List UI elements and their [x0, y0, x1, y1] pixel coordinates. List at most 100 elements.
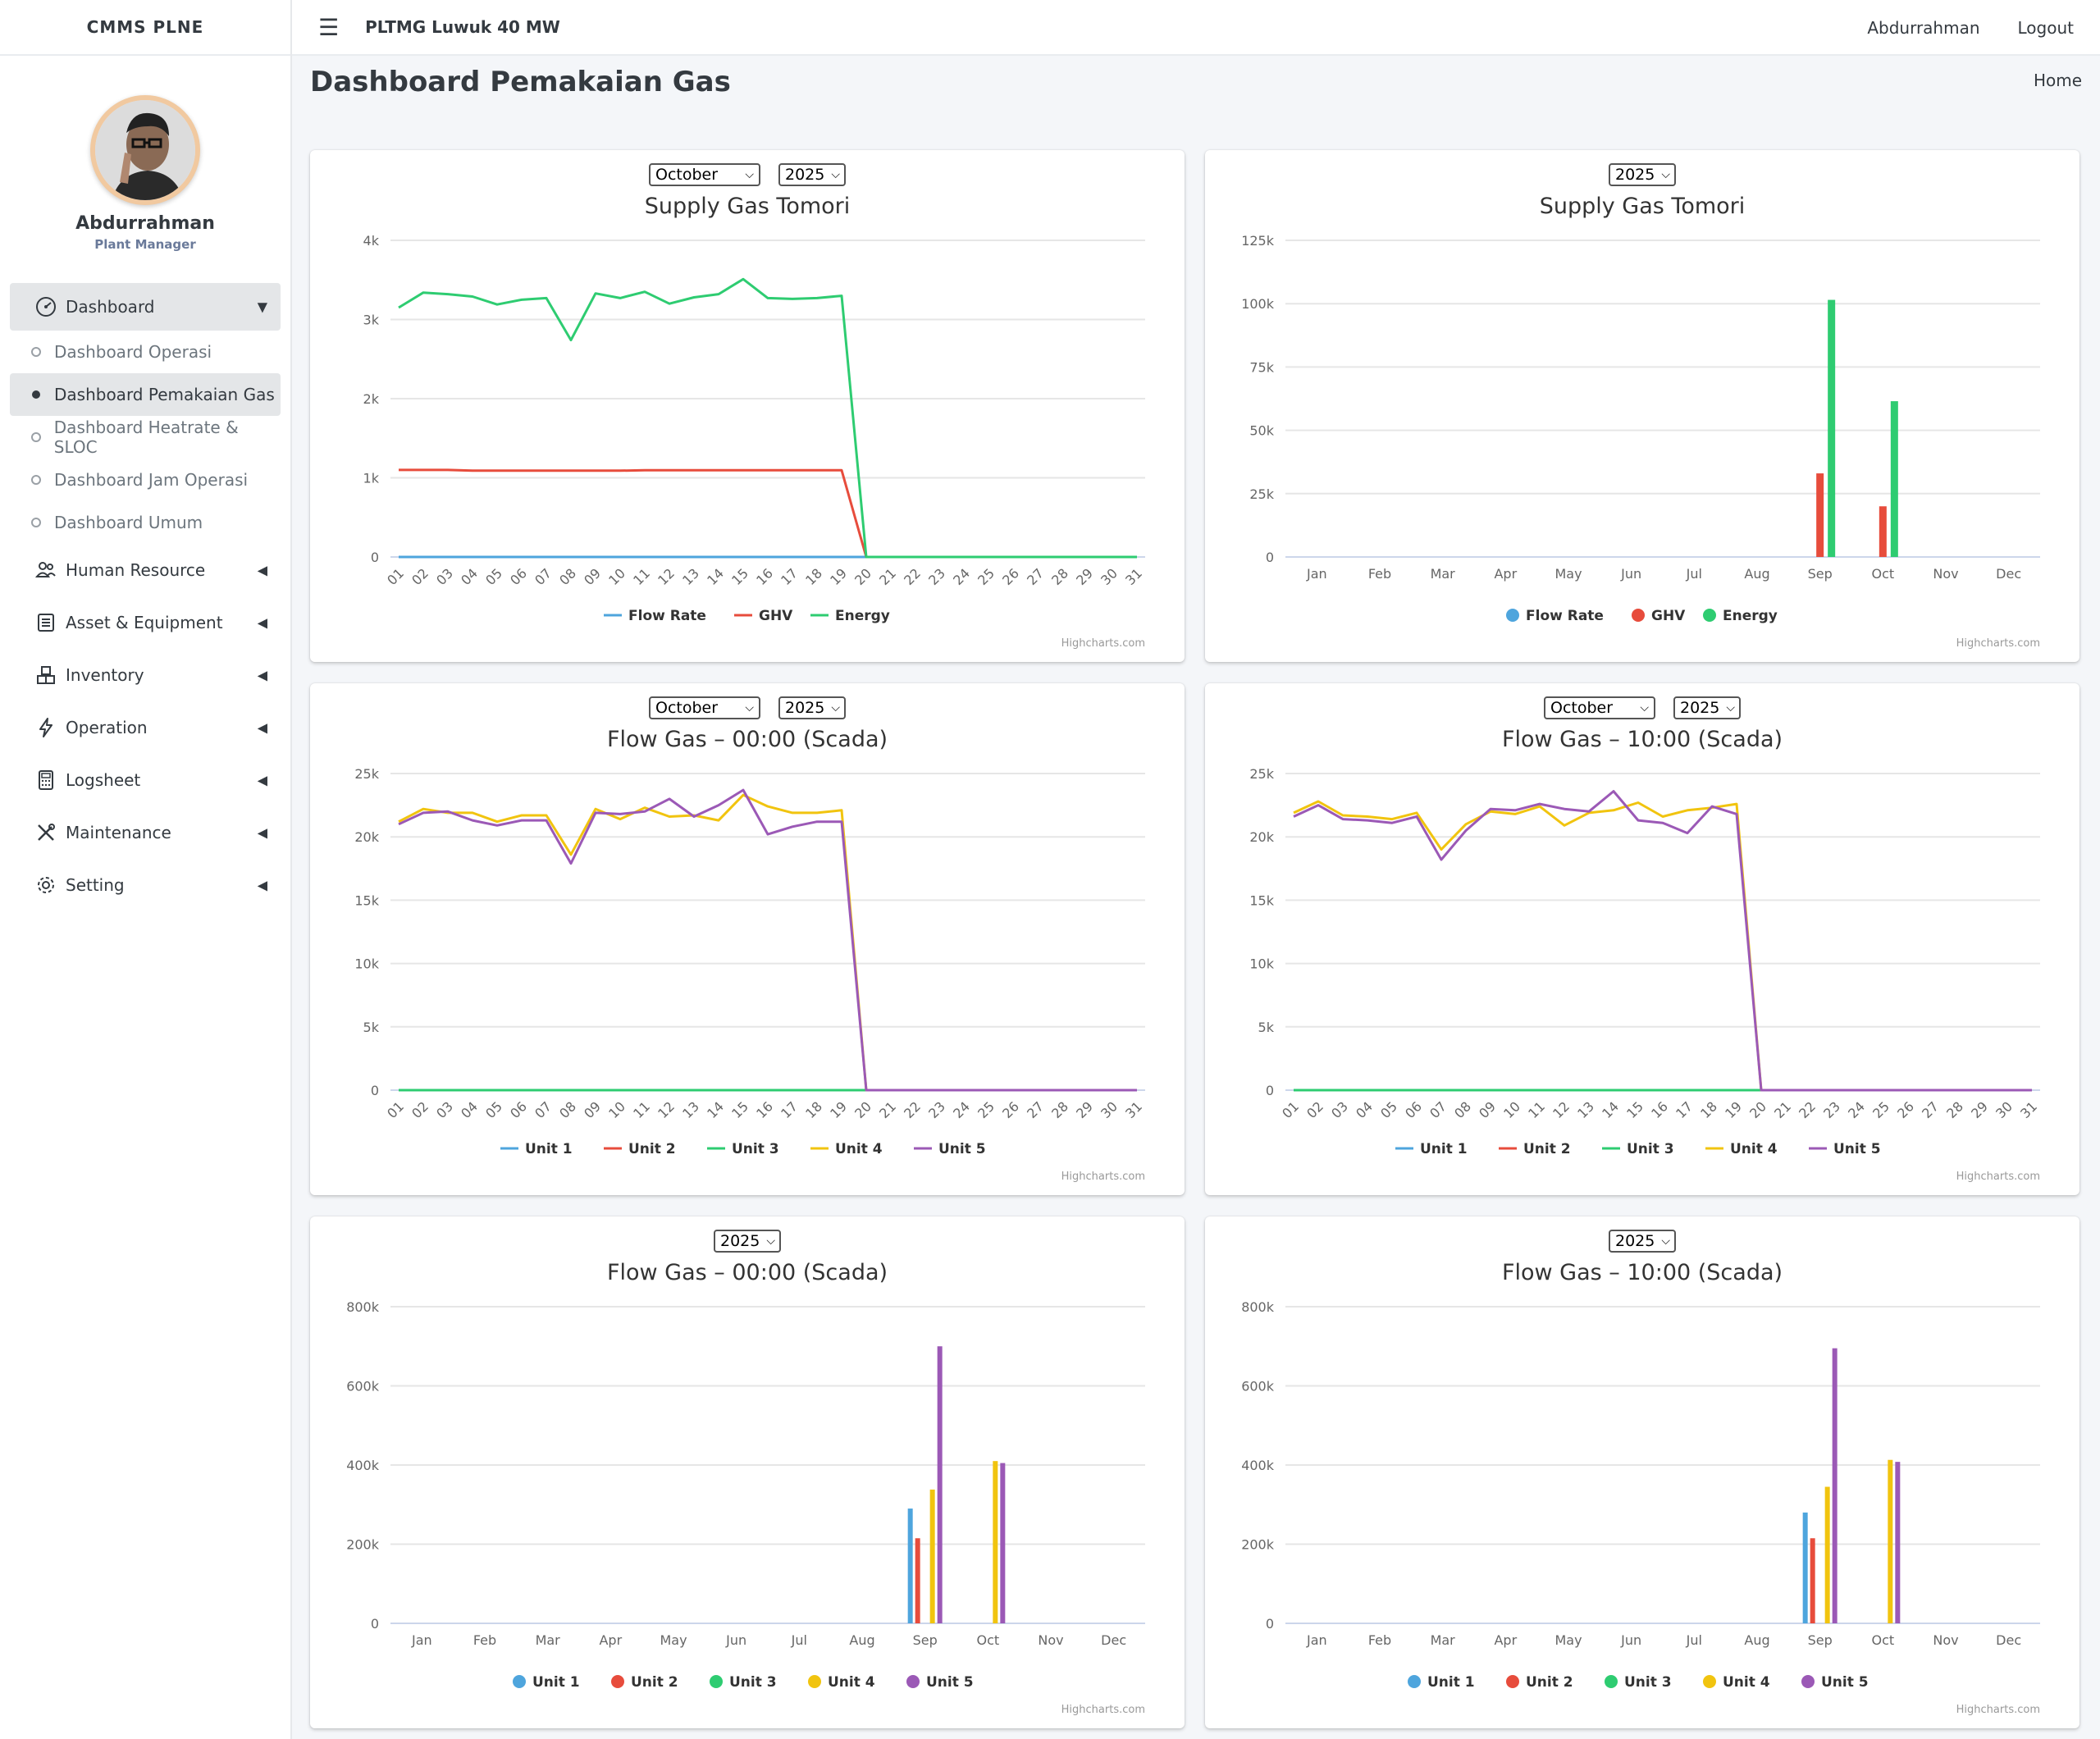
year-select[interactable]: 2025 ⌵ — [778, 163, 846, 186]
tools-icon — [34, 821, 57, 844]
legend-marker — [1506, 609, 1519, 622]
x-tick-label: 18 — [1697, 1098, 1720, 1121]
x-tick-label: Jan — [1306, 1632, 1327, 1648]
legend-label: Unit 1 — [532, 1674, 580, 1691]
x-tick-label: Sep — [913, 1632, 938, 1648]
y-tick-label: 20k — [1249, 829, 1274, 845]
x-tick-label: Mar — [1431, 1632, 1456, 1648]
year-select[interactable]: 2025 ⌵ — [714, 1230, 781, 1253]
x-tick-label: 09 — [1476, 1098, 1499, 1121]
chevron-left-icon: ◀ — [257, 614, 267, 631]
sidebar-subitem-dashboard-heatrate-sloc[interactable]: Dashboard Heatrate & SLOC — [10, 416, 281, 459]
sidebar-item-operation[interactable]: Operation ◀ — [10, 701, 281, 754]
year-select[interactable]: 2025 ⌵ — [1609, 163, 1676, 186]
sidebar-item-asset-equipment[interactable]: Asset & Equipment ◀ — [10, 596, 281, 649]
month-select[interactable]: October ⌵ — [649, 696, 760, 719]
legend-marker — [1632, 609, 1645, 622]
x-tick-label: Aug — [1744, 566, 1769, 582]
bar — [1888, 1459, 1893, 1623]
legend-marker — [1801, 1675, 1815, 1688]
sidebar-subitem-dashboard-operasi[interactable]: Dashboard Operasi — [10, 331, 281, 373]
breadcrumb-home[interactable]: Home — [2033, 71, 2082, 90]
chart-title: Flow Gas – 00:00 (Scada) — [607, 1260, 888, 1285]
user-menu-link[interactable]: Abdurrahman — [1867, 18, 1980, 38]
x-tick-label: 12 — [655, 565, 678, 588]
flow-gas-1000-line-chart: Flow Gas – 10:00 (Scada) 0 5k 10k 15k 20k 25k 0… — [1249, 727, 2040, 1183]
legend-label: GHV — [759, 608, 793, 624]
list-icon — [34, 611, 57, 634]
series-line — [398, 788, 1137, 1092]
y-tick-label: 400k — [1241, 1458, 1275, 1473]
x-tick-label: 30 — [1098, 565, 1121, 588]
legend-label: Unit 5 — [926, 1674, 974, 1691]
chevron-left-icon: ◀ — [257, 562, 267, 578]
sidebar-item-maintenance[interactable]: Maintenance ◀ — [10, 806, 281, 859]
y-tick-label: 125k — [1241, 233, 1275, 249]
logout-link[interactable]: Logout — [2017, 18, 2074, 38]
x-tick-label: 14 — [704, 1098, 727, 1121]
sidebar-item-dashboard[interactable]: Dashboard ▼ — [10, 283, 281, 331]
sidebar-item-human-resource[interactable]: Human Resource ◀ — [10, 544, 281, 596]
x-tick-label: Sep — [1808, 1632, 1833, 1648]
avatar[interactable] — [90, 95, 200, 205]
x-tick-label: Feb — [1368, 566, 1391, 582]
x-tick-label: 01 — [384, 565, 407, 588]
x-tick-label: May — [660, 1632, 687, 1648]
chart-title: Supply Gas Tomori — [1540, 194, 1746, 219]
sidebar-item-inventory[interactable]: Inventory ◀ — [10, 649, 281, 701]
year-select[interactable]: 2025 ⌵ — [778, 696, 846, 719]
chevron-down-icon: ⌵ — [766, 1235, 775, 1248]
x-tick-label: Apr — [1494, 1632, 1517, 1648]
x-tick-label: Jan — [411, 1632, 432, 1648]
x-tick-label: Jun — [1620, 566, 1641, 582]
x-tick-label: 28 — [1048, 1098, 1071, 1121]
month-select[interactable]: October ⌵ — [1544, 696, 1655, 719]
x-tick-label: 26 — [999, 1098, 1022, 1121]
x-tick-label: 21 — [876, 1098, 899, 1121]
year-select-value: 2025 — [785, 166, 825, 184]
x-tick-label: Oct — [1871, 566, 1894, 582]
profile-role: Plant Manager — [94, 237, 196, 252]
sidebar-item-label: Asset & Equipment — [66, 613, 223, 632]
sidebar-item-setting[interactable]: Setting ◀ — [10, 859, 281, 911]
x-tick-label: May — [1554, 1632, 1582, 1648]
legend-marker — [1703, 1675, 1716, 1688]
legend-marker — [1506, 1675, 1519, 1688]
x-tick-label: May — [1554, 566, 1582, 582]
sidebar-subitem-dashboard-umum[interactable]: Dashboard Umum — [10, 501, 281, 544]
sidebar-subitem-label: Dashboard Umum — [54, 513, 203, 532]
chevron-down-icon: ⌵ — [1640, 701, 1649, 714]
y-tick-label: 10k — [354, 956, 379, 972]
y-tick-label: 800k — [1241, 1299, 1275, 1315]
sidebar-subitem-label: Dashboard Pemakaian Gas — [54, 385, 275, 404]
flow-gas-1000-bar-chart: Flow Gas – 10:00 (Scada) 0 200k 400k 600k 800… — [1241, 1260, 2040, 1716]
sidebar-subitem-dashboard-pemakaian-gas[interactable]: Dashboard Pemakaian Gas — [10, 373, 281, 416]
bar — [1895, 1462, 1901, 1623]
sidebar-subitem-dashboard-jam-operasi[interactable]: Dashboard Jam Operasi — [10, 459, 281, 501]
x-tick-label: Dec — [1101, 1632, 1126, 1648]
legend-marker — [1408, 1675, 1421, 1688]
x-tick-label: 16 — [753, 565, 776, 588]
month-select[interactable]: October ⌵ — [649, 163, 760, 186]
year-select[interactable]: 2025 ⌵ — [1673, 696, 1741, 719]
bar — [1890, 401, 1898, 557]
x-tick-label: 25 — [975, 1098, 998, 1121]
legend-marker — [513, 1675, 526, 1688]
chart-title: Flow Gas – 00:00 (Scada) — [607, 727, 888, 752]
year-select[interactable]: 2025 ⌵ — [1609, 1230, 1676, 1253]
y-tick-label: 0 — [1266, 1616, 1274, 1632]
x-tick-label: 30 — [1993, 1098, 2016, 1121]
x-tick-label: Apr — [1494, 566, 1517, 582]
x-tick-label: 31 — [2017, 1098, 2040, 1121]
sidebar-item-logsheet[interactable]: Logsheet ◀ — [10, 754, 281, 806]
bar — [993, 1461, 998, 1623]
x-tick-label: Oct — [976, 1632, 999, 1648]
chevron-left-icon: ◀ — [257, 667, 267, 683]
circle-icon — [31, 518, 41, 527]
y-tick-label: 0 — [371, 1083, 379, 1098]
hamburger-menu-icon[interactable]: ☰ — [318, 13, 340, 41]
x-tick-label: Dec — [1996, 566, 2021, 582]
chart-credits: Highcharts.com — [1061, 1704, 1145, 1716]
brand-logo[interactable]: CMMS PLNE — [0, 0, 290, 56]
legend-label: Unit 5 — [1833, 1141, 1881, 1157]
